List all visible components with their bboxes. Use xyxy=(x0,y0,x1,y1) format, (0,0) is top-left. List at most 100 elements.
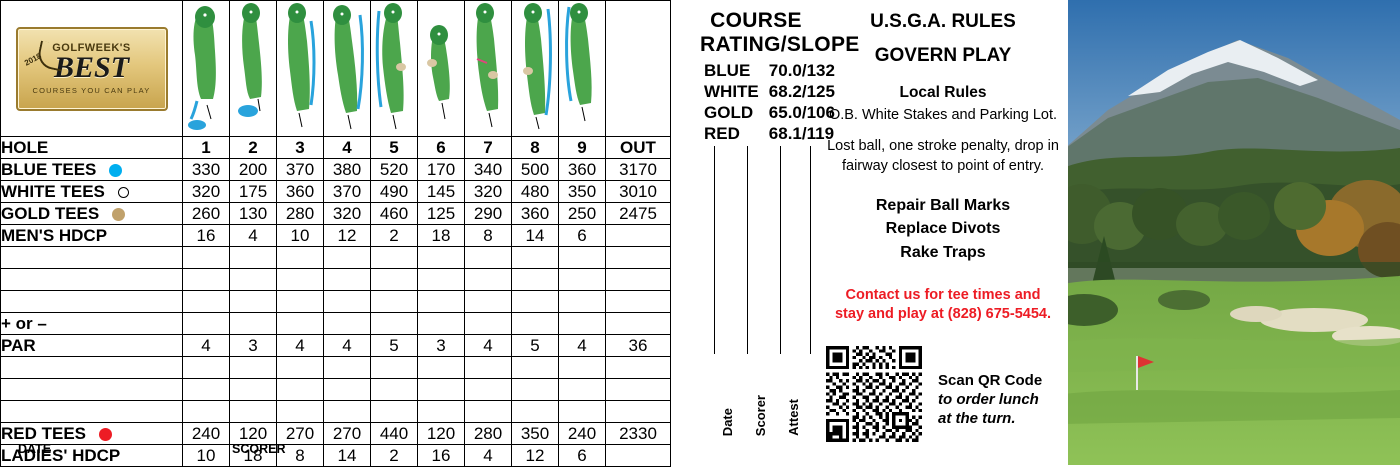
cell-player5-2[interactable] xyxy=(229,378,277,401)
cell-player6-3[interactable] xyxy=(276,400,324,423)
cell-player3-1[interactable] xyxy=(182,290,230,313)
row-label-player-2[interactable] xyxy=(0,268,183,291)
cell-player3-3[interactable] xyxy=(276,290,324,313)
cell-player5-5[interactable] xyxy=(370,378,418,401)
cell-player6-4[interactable] xyxy=(323,400,371,423)
cell-player2-3[interactable] xyxy=(276,268,324,291)
cell-player1-8[interactable] xyxy=(511,246,559,269)
cell-player5-9[interactable] xyxy=(558,378,606,401)
cell-player3-6[interactable] xyxy=(417,290,465,313)
cell-player4-5[interactable] xyxy=(370,356,418,379)
cell-player4-4[interactable] xyxy=(323,356,371,379)
row-label-red-tees: RED TEES xyxy=(0,422,183,445)
cell-player3-2[interactable] xyxy=(229,290,277,313)
cell-player4-7[interactable] xyxy=(464,356,512,379)
cell-player4-out[interactable] xyxy=(605,356,671,379)
cell-player1-7[interactable] xyxy=(464,246,512,269)
cell-pm-1[interactable] xyxy=(182,312,230,335)
cell-pm-9[interactable] xyxy=(558,312,606,335)
cell-player1-9[interactable] xyxy=(558,246,606,269)
rating-tee-red: RED xyxy=(704,124,740,143)
row-player-3[interactable] xyxy=(0,290,671,313)
cell-player6-out[interactable] xyxy=(605,400,671,423)
cell-gold-5: 460 xyxy=(370,202,418,225)
cell-player6-2[interactable] xyxy=(229,400,277,423)
white-tee-marker-icon xyxy=(117,186,129,198)
row-label-player-6[interactable] xyxy=(0,400,183,423)
cell-player6-7[interactable] xyxy=(464,400,512,423)
cell-player5-out[interactable] xyxy=(605,378,671,401)
cell-player1-4[interactable] xyxy=(323,246,371,269)
cell-player3-4[interactable] xyxy=(323,290,371,313)
cell-player2-6[interactable] xyxy=(417,268,465,291)
cell-player2-out[interactable] xyxy=(605,268,671,291)
cell-pm-2[interactable] xyxy=(229,312,277,335)
row-player-6[interactable] xyxy=(0,400,671,423)
cell-player4-6[interactable] xyxy=(417,356,465,379)
row-player-5[interactable] xyxy=(0,378,671,401)
cell-player5-3[interactable] xyxy=(276,378,324,401)
cell-player2-5[interactable] xyxy=(370,268,418,291)
cell-pm-6[interactable] xyxy=(417,312,465,335)
cell-player3-9[interactable] xyxy=(558,290,606,313)
cell-player5-7[interactable] xyxy=(464,378,512,401)
cell-player2-4[interactable] xyxy=(323,268,371,291)
vertical-label-scorer[interactable]: Scorer xyxy=(753,394,768,436)
cell-player1-2[interactable] xyxy=(229,246,277,269)
cell-player6-8[interactable] xyxy=(511,400,559,423)
cell-player1-5[interactable] xyxy=(370,246,418,269)
cell-player2-7[interactable] xyxy=(464,268,512,291)
cell-player2-1[interactable] xyxy=(182,268,230,291)
row-label-player-1[interactable] xyxy=(0,246,183,269)
cell-player5-8[interactable] xyxy=(511,378,559,401)
row-player-2[interactable] xyxy=(0,268,671,291)
cell-player1-6[interactable] xyxy=(417,246,465,269)
cell-white-6: 145 xyxy=(417,180,465,203)
cell-pm-4[interactable] xyxy=(323,312,371,335)
cell-player1-1[interactable] xyxy=(182,246,230,269)
cell-player6-9[interactable] xyxy=(558,400,606,423)
cell-player6-1[interactable] xyxy=(182,400,230,423)
cell-player1-out[interactable] xyxy=(605,246,671,269)
hole-diagram-6 xyxy=(417,0,465,137)
vertical-label-attest[interactable]: Attest xyxy=(786,399,801,436)
cell-player3-out[interactable] xyxy=(605,290,671,313)
cell-player3-8[interactable] xyxy=(511,290,559,313)
cell-player5-1[interactable] xyxy=(182,378,230,401)
cell-pm-out[interactable] xyxy=(605,312,671,335)
cell-par-9: 4 xyxy=(558,334,606,357)
cell-player4-3[interactable] xyxy=(276,356,324,379)
cell-player4-8[interactable] xyxy=(511,356,559,379)
cell-player2-2[interactable] xyxy=(229,268,277,291)
row-label-player-3[interactable] xyxy=(0,290,183,313)
cell-player4-9[interactable] xyxy=(558,356,606,379)
cell-hole-6: 6 xyxy=(417,136,465,159)
row-plus-or-minus[interactable]: + or – xyxy=(0,312,671,335)
cell-player1-3[interactable] xyxy=(276,246,324,269)
cell-player2-9[interactable] xyxy=(558,268,606,291)
cell-player5-6[interactable] xyxy=(417,378,465,401)
cell-player2-8[interactable] xyxy=(511,268,559,291)
row-label-player-5[interactable] xyxy=(0,378,183,401)
row-label-gold-tees: GOLD TEES xyxy=(0,202,183,225)
cell-player4-1[interactable] xyxy=(182,356,230,379)
row-label-player-4[interactable] xyxy=(0,356,183,379)
row-player-4[interactable] xyxy=(0,356,671,379)
cell-player3-7[interactable] xyxy=(464,290,512,313)
cell-player6-6[interactable] xyxy=(417,400,465,423)
cell-ladies-hdcp-9: 6 xyxy=(558,444,606,467)
qr-code-icon[interactable] xyxy=(826,346,922,442)
cell-pm-3[interactable] xyxy=(276,312,324,335)
cell-player5-4[interactable] xyxy=(323,378,371,401)
cell-player6-5[interactable] xyxy=(370,400,418,423)
cell-mens-hdcp-1: 16 xyxy=(182,224,230,247)
cell-player3-5[interactable] xyxy=(370,290,418,313)
cell-hole-2: 2 xyxy=(229,136,277,159)
cell-pm-5[interactable] xyxy=(370,312,418,335)
row-player-1[interactable] xyxy=(0,246,671,269)
vertical-label-date[interactable]: Date xyxy=(720,407,735,436)
cell-player4-2[interactable] xyxy=(229,356,277,379)
cell-pm-8[interactable] xyxy=(511,312,559,335)
cell-pm-7[interactable] xyxy=(464,312,512,335)
